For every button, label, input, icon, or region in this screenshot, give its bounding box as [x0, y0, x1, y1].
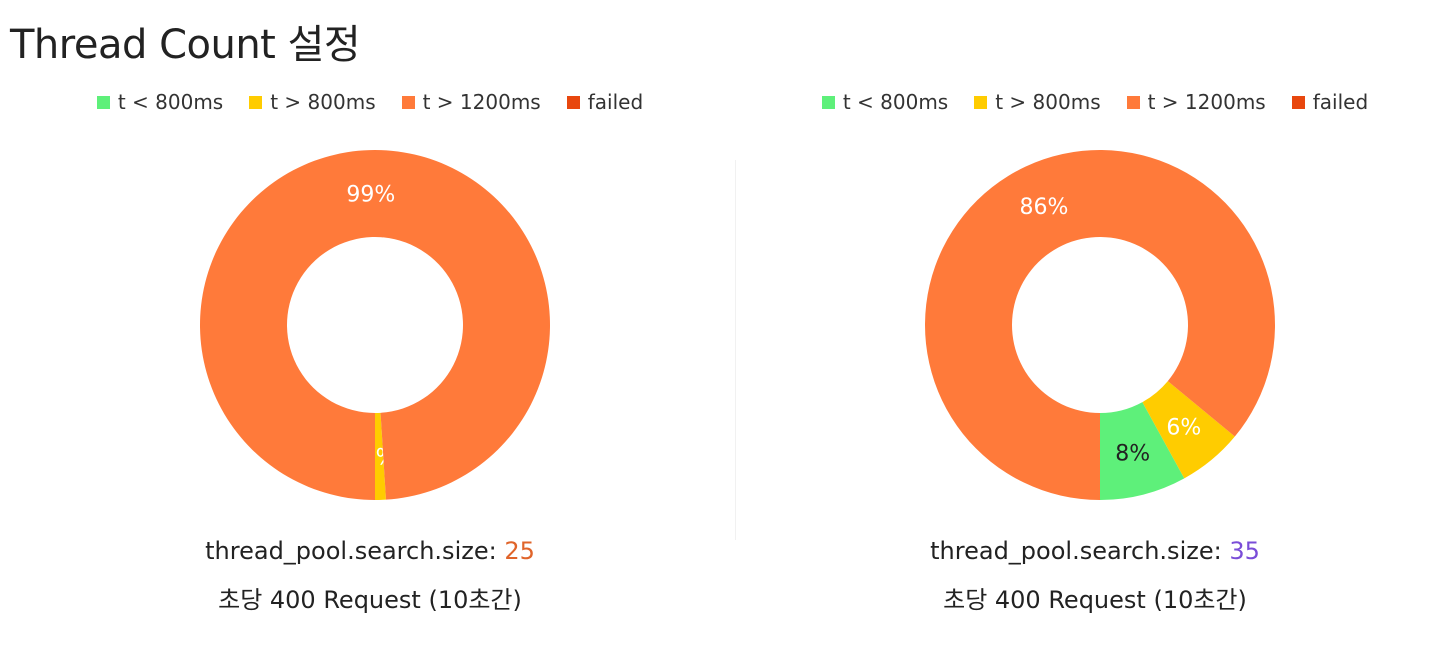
legend-swatch	[1126, 95, 1140, 109]
legend-label: t < 800ms	[842, 90, 949, 114]
pool-size-label: thread_pool.search.size:	[930, 537, 1230, 565]
donut-slice-t-800ms[interactable]	[1100, 402, 1185, 500]
legend-label: failed	[587, 90, 644, 114]
legend-item-very-slow[interactable]: t > 1200ms	[401, 90, 541, 114]
legend-swatch	[566, 95, 580, 109]
legend-swatch	[249, 95, 263, 109]
pool-size-caption: thread_pool.search.size: 35	[745, 537, 1430, 565]
slice-data-label: 86%	[1020, 195, 1069, 220]
legend-swatch	[401, 95, 415, 109]
chart-legend: t < 800ms t > 800ms t > 1200ms failed	[20, 90, 720, 114]
legend-item-failed[interactable]: failed	[1291, 90, 1369, 114]
donut-slice-t-800ms[interactable]	[1142, 381, 1235, 479]
donut-chart-35: 8% 6% 86%	[925, 149, 1275, 500]
legend-swatch	[821, 95, 835, 109]
legend-item-fast[interactable]: t < 800ms	[96, 90, 224, 114]
chart-panel-35: t < 800ms t > 800ms t > 1200ms failed 8%…	[745, 0, 1430, 663]
legend-label: t > 1200ms	[1147, 90, 1266, 114]
legend-item-failed[interactable]: failed	[566, 90, 644, 114]
legend-swatch	[1291, 95, 1305, 109]
pool-size-value: 35	[1229, 537, 1260, 565]
legend-item-very-slow[interactable]: t > 1200ms	[1126, 90, 1266, 114]
legend-item-slow[interactable]: t > 800ms	[249, 90, 376, 114]
pool-size-caption: thread_pool.search.size: 25	[20, 537, 720, 565]
legend-swatch	[974, 95, 988, 109]
legend-item-fast[interactable]: t < 800ms	[821, 90, 949, 114]
pool-size-value: 25	[504, 537, 535, 565]
panel-divider	[735, 160, 736, 540]
legend-label: failed	[1312, 90, 1369, 114]
legend-label: t > 1200ms	[422, 90, 541, 114]
legend-swatch	[96, 95, 110, 109]
request-rate-caption: 초당 400 Request (10초간)	[943, 586, 1247, 614]
legend-label: t > 800ms	[270, 90, 376, 114]
slice-data-label: 6%	[1166, 415, 1201, 440]
legend-label: t > 800ms	[995, 90, 1101, 114]
donut-slice-t-1200ms[interactable]	[200, 149, 551, 500]
donut-slice-t-1200ms[interactable]	[925, 149, 1275, 500]
request-rate-caption: 초당 400 Request (10초간)	[218, 586, 522, 614]
donut-chart-25: 1%99%	[200, 149, 551, 500]
donut-slice-t-800ms[interactable]	[375, 412, 386, 500]
page-title: Thread Count 설정	[10, 22, 361, 68]
slice-data-label: 99%	[346, 183, 395, 208]
legend-item-slow[interactable]: t > 800ms	[974, 90, 1101, 114]
pool-size-label: thread_pool.search.size:	[205, 537, 505, 565]
slice-data-label: 8%	[1115, 441, 1150, 466]
legend-label: t < 800ms	[117, 90, 224, 114]
chart-legend: t < 800ms t > 800ms t > 1200ms failed	[745, 90, 1430, 114]
chart-panel-25: t < 800ms t > 800ms t > 1200ms failed 1%…	[20, 0, 720, 663]
